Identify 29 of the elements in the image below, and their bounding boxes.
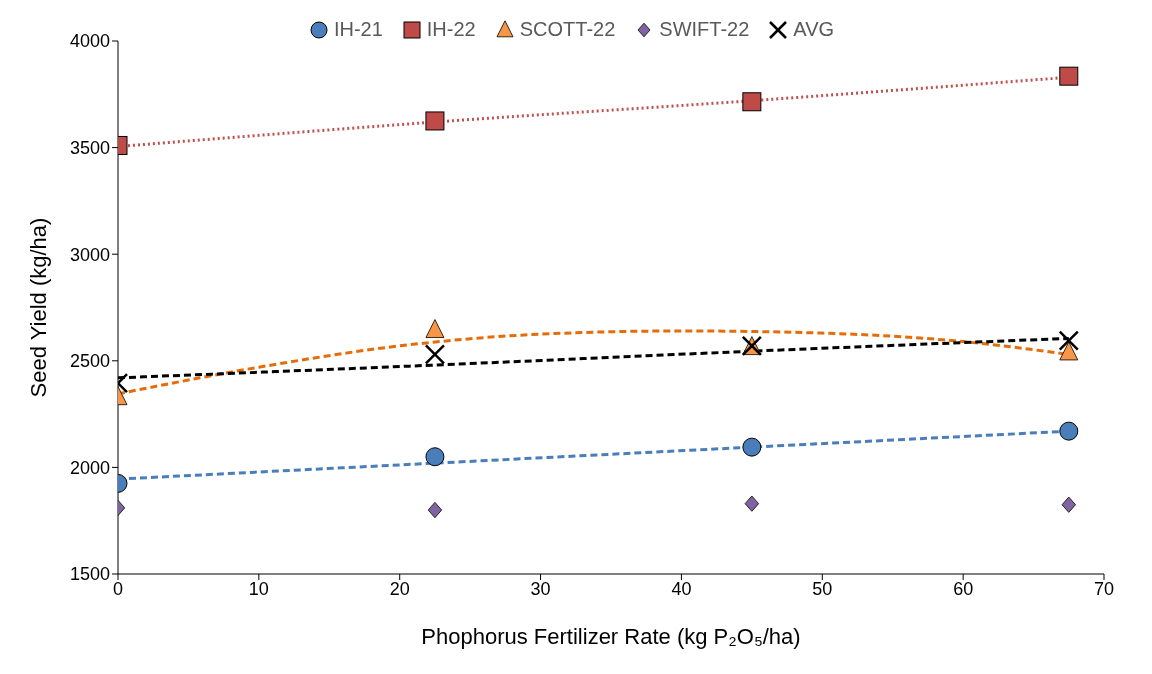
- x-tick-label: 10: [248, 578, 269, 599]
- x-tick-label: 0: [112, 578, 124, 599]
- point: [1061, 496, 1076, 513]
- y-tick-label: 3500: [69, 137, 110, 158]
- point: [742, 92, 762, 112]
- point: [1059, 421, 1079, 441]
- x-tick-label: 60: [953, 578, 974, 599]
- point: [744, 495, 760, 512]
- y-tick-label: 2000: [69, 457, 110, 478]
- legend-label: IH-22: [425, 18, 476, 41]
- legend-label: IH-21: [332, 18, 383, 41]
- y-tick-label: 1500: [69, 564, 110, 585]
- legend-label: SWIFT-22: [658, 18, 750, 41]
- x-tick-label: 40: [671, 578, 692, 599]
- x-axis-title: Phophorus Fertilizer Rate (kg P₂O₅/ha): [421, 624, 801, 649]
- legend-label: AVG: [792, 18, 835, 41]
- x-tick-label: 70: [1093, 578, 1115, 599]
- point: [742, 437, 762, 457]
- legend-label: SCOTT-22: [518, 18, 616, 41]
- point: [1059, 341, 1079, 361]
- y-tick-label: 3000: [69, 244, 110, 265]
- point: [1059, 66, 1079, 86]
- x-tick-label: 30: [530, 578, 551, 599]
- y-tick-label: 2500: [69, 351, 110, 372]
- x-tick-label: 50: [812, 578, 833, 599]
- y-axis-title: Seed Yield (kg/ha): [25, 217, 51, 398]
- point: [1058, 330, 1080, 351]
- y-tick-label: 4000: [69, 31, 110, 52]
- x-tick-label: 20: [389, 578, 410, 599]
